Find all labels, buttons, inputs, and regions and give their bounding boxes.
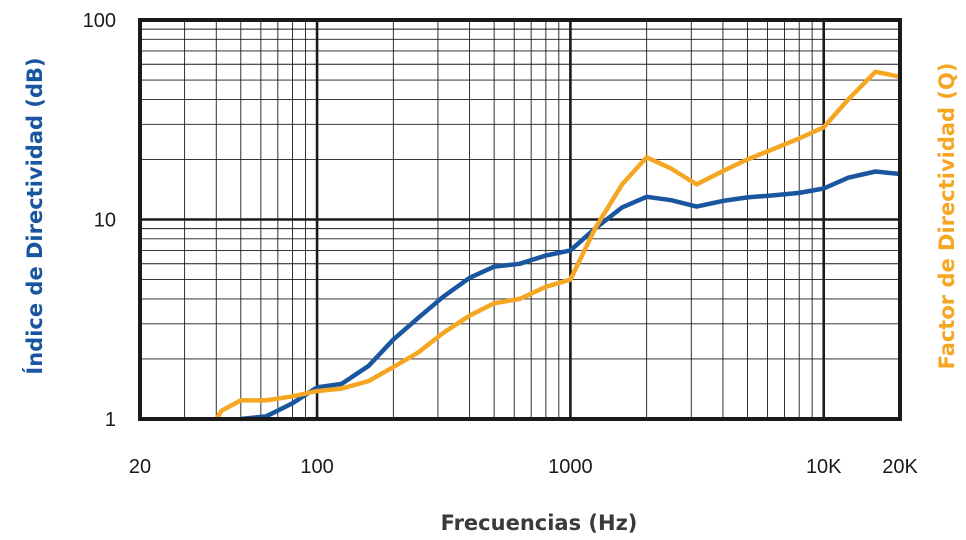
directivity-factor-line [214, 69, 901, 421]
y-tick-label: 1 [105, 409, 116, 431]
plot-frame [138, 18, 902, 421]
series-lines [214, 69, 901, 422]
y-tick-label: 10 [94, 210, 116, 232]
x-tick-label: 10K [806, 456, 842, 478]
y-tick-labels: 1 10 100 [83, 10, 116, 431]
y-tick-label: 100 [83, 10, 116, 32]
grid [140, 20, 900, 419]
x-tick-label: 20K [882, 456, 918, 478]
x-tick-label: 20 [129, 456, 151, 478]
x-axis-title: Frecuencias (Hz) [441, 511, 638, 535]
x-tick-label: 100 [300, 456, 333, 478]
directivity-index-line [240, 169, 901, 422]
x-tick-label: 1000 [548, 456, 593, 478]
left-axis-title: Índice de Directividad (dB) [22, 57, 47, 374]
x-tick-labels: 20 100 1000 10K 20K [129, 456, 919, 478]
right-axis-title: Factor de Directividad (Q) [935, 63, 959, 370]
